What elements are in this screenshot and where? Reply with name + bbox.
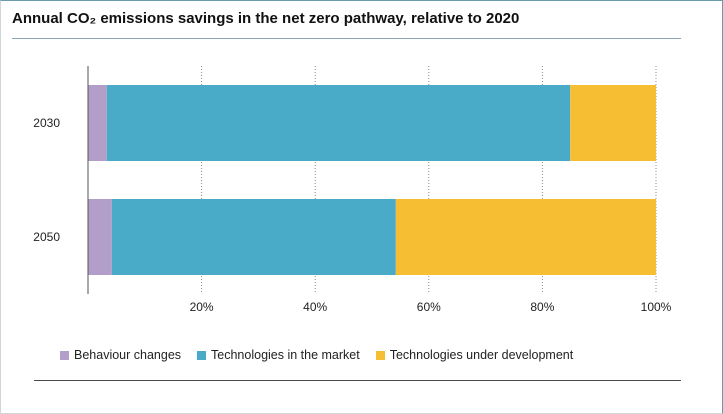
legend-label-development: Technologies under development xyxy=(389,348,574,362)
bar-2050-development xyxy=(395,199,656,275)
legend-swatch-behaviour xyxy=(60,350,69,360)
legend-item-development: Technologies under development xyxy=(375,348,574,362)
legend-label-behaviour: Behaviour changes xyxy=(74,348,182,362)
legend-item-behaviour: Behaviour changes xyxy=(60,348,181,362)
y-tick-label-2030: 2030 xyxy=(33,116,60,130)
legend-swatch-development xyxy=(375,350,385,360)
bar-2050-market xyxy=(111,199,396,275)
legend-label-market: Technologies in the market xyxy=(211,348,360,362)
x-tick-label-40: 40% xyxy=(303,300,327,314)
bottom-divider xyxy=(34,380,681,381)
bar-2050-behaviour xyxy=(88,199,112,275)
legend-item-market: Technologies in the market xyxy=(197,348,360,362)
legend-swatch-market xyxy=(197,350,207,360)
bar-2030-market xyxy=(106,85,571,161)
x-tick-label-20: 20% xyxy=(190,300,214,314)
bar-2030-development xyxy=(570,85,656,161)
chart-title: Annual CO₂ emissions savings in the net … xyxy=(12,10,520,27)
bar-2030-behaviour xyxy=(88,85,107,161)
title-divider xyxy=(12,38,681,39)
y-tick-label-2050: 2050 xyxy=(33,230,60,244)
x-tick-label-80: 80% xyxy=(530,300,554,314)
x-tick-label-100: 100% xyxy=(641,300,672,314)
x-tick-label-60: 60% xyxy=(417,300,441,314)
chart-legend: Behaviour changes Technologies in the ma… xyxy=(60,348,573,362)
